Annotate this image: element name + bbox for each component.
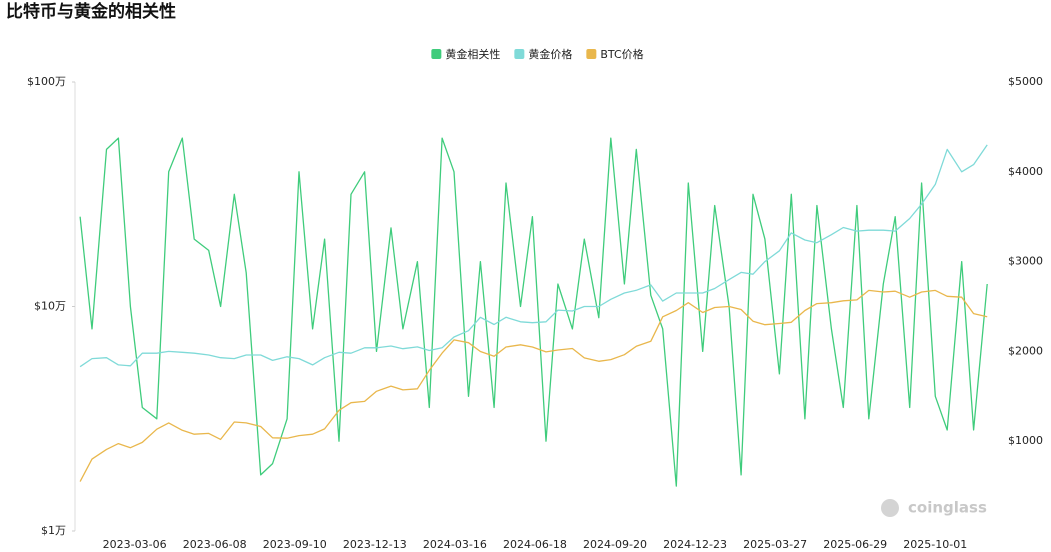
legend-swatch [586, 49, 597, 59]
x-tick-label: 2025-03-27 [743, 538, 807, 551]
x-tick-label: 2025-06-29 [823, 538, 887, 551]
y-tick-label: $10万 [34, 300, 66, 313]
series-line [79, 137, 988, 487]
y2-tick-label: $4000 [1008, 165, 1043, 178]
watermark: coinglass [908, 499, 987, 517]
x-tick-label: 2024-06-18 [503, 538, 567, 551]
x-tick-label: 2023-12-13 [343, 538, 407, 551]
y-tick-label: $1万 [41, 524, 66, 537]
legend-label: 黄金相关性 [445, 47, 500, 61]
x-tick-label: 2024-03-16 [423, 538, 487, 551]
x-tick-label: 2023-03-06 [103, 538, 167, 551]
legend-swatch [514, 49, 525, 59]
x-tick-label: 2024-09-20 [583, 538, 647, 551]
x-tick-label: 2024-12-23 [663, 538, 727, 551]
y2-tick-label: $2000 [1008, 344, 1043, 357]
legend-label: BTC价格 [600, 47, 643, 61]
y-tick-label: $100万 [27, 75, 66, 88]
y2-tick-label: $1000 [1008, 434, 1043, 447]
y2-tick-label: $5000 [1008, 75, 1043, 88]
x-tick-label: 2023-09-10 [263, 538, 327, 551]
legend-swatch [431, 49, 442, 59]
y2-tick-label: $3000 [1008, 255, 1043, 268]
legend: 黄金相关性 黄金价格 BTC价格 [431, 47, 644, 61]
watermark-logo [881, 499, 899, 517]
x-tick-label: 2025-10-01 [903, 538, 967, 551]
legend-label: 黄金价格 [528, 47, 572, 61]
series-line [79, 289, 988, 482]
series-line [79, 144, 988, 368]
chart-title: 比特币与黄金的相关性 [6, 1, 176, 22]
x-tick-label: 2023-06-08 [183, 538, 247, 551]
